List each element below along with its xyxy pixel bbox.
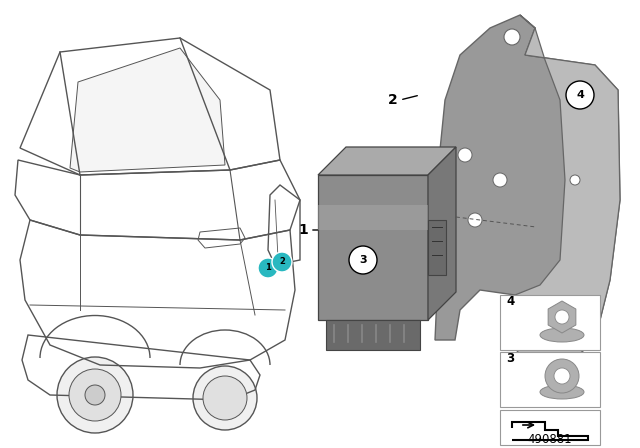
Ellipse shape	[540, 328, 584, 342]
Circle shape	[85, 385, 105, 405]
FancyBboxPatch shape	[500, 352, 600, 407]
Circle shape	[193, 366, 257, 430]
Ellipse shape	[540, 385, 584, 399]
Circle shape	[555, 310, 569, 324]
FancyBboxPatch shape	[500, 295, 600, 350]
Circle shape	[69, 369, 121, 421]
Polygon shape	[428, 220, 446, 275]
Circle shape	[566, 81, 594, 109]
Circle shape	[272, 252, 292, 272]
Text: 2: 2	[388, 93, 398, 107]
Text: 490881: 490881	[528, 433, 572, 446]
Text: 4: 4	[576, 90, 584, 100]
Text: 2: 2	[279, 258, 285, 267]
Text: 3: 3	[359, 255, 367, 265]
Circle shape	[554, 368, 570, 384]
Circle shape	[570, 175, 580, 185]
Text: 1: 1	[298, 223, 308, 237]
Circle shape	[493, 173, 507, 187]
Polygon shape	[318, 175, 428, 320]
Polygon shape	[430, 15, 620, 370]
Circle shape	[203, 376, 247, 420]
Polygon shape	[428, 147, 456, 320]
Circle shape	[504, 29, 520, 45]
Circle shape	[57, 357, 133, 433]
Polygon shape	[318, 147, 456, 175]
Polygon shape	[318, 205, 428, 230]
Circle shape	[349, 246, 377, 274]
Text: 3: 3	[506, 352, 514, 365]
FancyBboxPatch shape	[500, 410, 600, 445]
Circle shape	[468, 213, 482, 227]
Text: 1: 1	[265, 263, 271, 272]
Circle shape	[458, 148, 472, 162]
Circle shape	[545, 359, 579, 393]
Polygon shape	[508, 15, 620, 370]
Polygon shape	[326, 320, 420, 350]
Text: 4: 4	[506, 295, 515, 308]
Circle shape	[258, 258, 278, 278]
Polygon shape	[70, 48, 225, 172]
